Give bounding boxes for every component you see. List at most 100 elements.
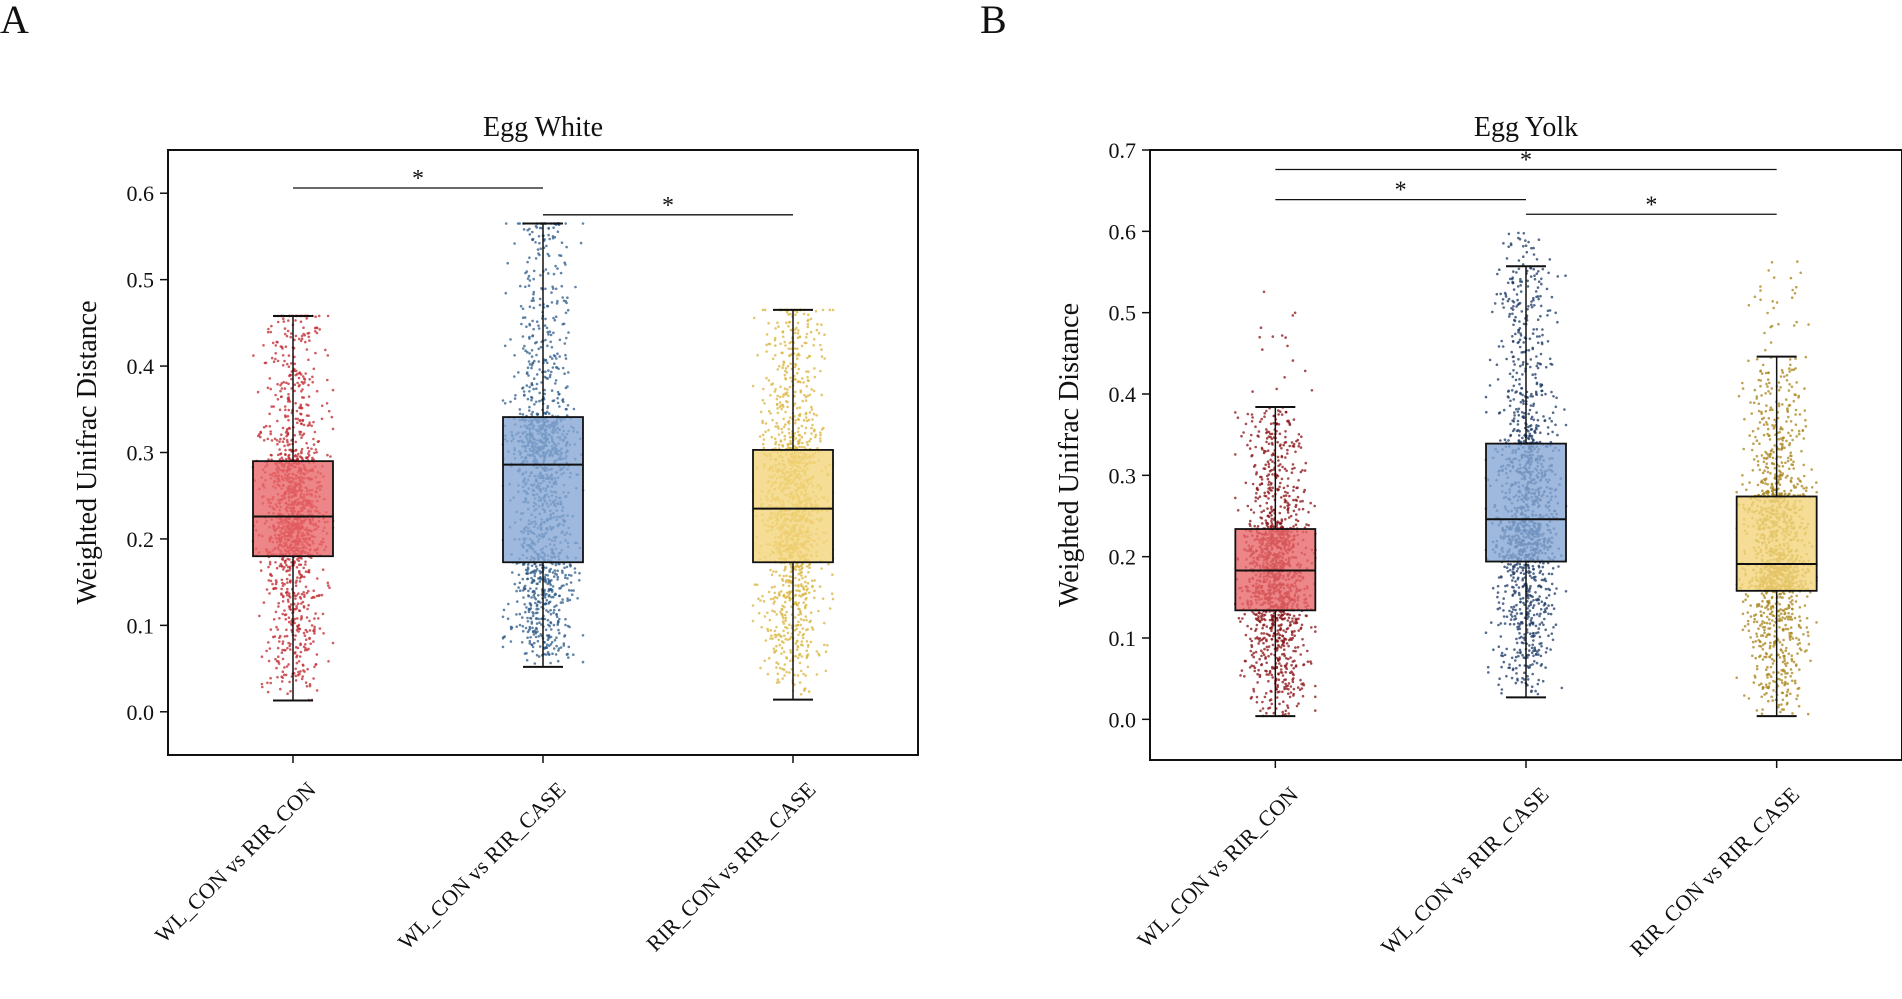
data-point — [796, 430, 800, 434]
data-point — [531, 614, 535, 618]
data-point — [784, 616, 788, 620]
data-point — [1286, 484, 1289, 488]
data-point — [318, 627, 322, 630]
data-point — [804, 615, 808, 618]
data-point — [788, 446, 791, 450]
data-point — [531, 296, 535, 300]
data-point — [547, 333, 550, 336]
data-point — [286, 431, 290, 435]
data-point — [308, 629, 312, 632]
data-point — [819, 439, 822, 443]
data-point — [550, 389, 554, 392]
data-point — [554, 315, 558, 319]
data-point — [288, 607, 292, 610]
data-point — [305, 591, 309, 595]
data-point — [299, 412, 302, 416]
data-point — [289, 689, 292, 693]
data-point — [299, 339, 303, 343]
data-point — [286, 427, 289, 431]
data-point — [1265, 645, 1269, 649]
data-point — [270, 454, 273, 457]
data-point — [786, 400, 789, 404]
data-point — [567, 371, 570, 374]
data-point — [795, 310, 799, 314]
data-point — [794, 313, 797, 317]
data-point — [328, 586, 331, 590]
data-point — [304, 560, 307, 563]
data-point — [765, 376, 768, 380]
data-point — [326, 581, 330, 585]
data-point — [800, 574, 803, 577]
data-point — [300, 436, 303, 440]
data-point — [1272, 421, 1275, 425]
data-point — [304, 570, 308, 573]
data-point — [1285, 627, 1289, 631]
data-point — [1294, 649, 1297, 653]
data-point — [1284, 456, 1287, 459]
data-point — [524, 568, 528, 572]
data-point — [552, 272, 556, 276]
data-point — [811, 418, 814, 421]
data-point — [778, 405, 782, 409]
data-point — [784, 393, 788, 396]
data-point — [773, 610, 776, 613]
data-point — [299, 650, 303, 654]
data-point — [317, 440, 321, 443]
data-point — [521, 386, 525, 390]
data-point — [311, 456, 314, 460]
data-point — [517, 586, 520, 589]
data-point — [1260, 478, 1264, 481]
data-point — [553, 235, 557, 239]
data-point — [1248, 447, 1252, 450]
data-point — [305, 648, 309, 652]
data-point — [787, 593, 791, 596]
data-point — [798, 630, 802, 634]
data-point — [802, 632, 806, 636]
data-point — [804, 674, 807, 677]
data-point — [1270, 514, 1273, 517]
data-point — [534, 597, 538, 601]
data-point — [286, 557, 290, 561]
data-point — [806, 665, 810, 669]
data-point — [314, 448, 318, 451]
data-point — [556, 659, 560, 663]
data-point — [1281, 680, 1285, 684]
data-point — [789, 575, 793, 579]
data-point — [553, 318, 557, 322]
data-point — [531, 611, 534, 614]
data-point — [302, 591, 306, 594]
data-point — [294, 581, 298, 584]
data-point — [262, 601, 266, 604]
data-point — [1260, 612, 1264, 616]
data-point — [301, 396, 304, 399]
data-point — [778, 574, 781, 577]
data-point — [532, 290, 536, 294]
data-point — [568, 598, 572, 602]
data-point — [312, 367, 316, 371]
data-point — [820, 348, 823, 351]
data-point — [786, 405, 789, 409]
data-point — [788, 442, 792, 446]
data-point — [1300, 435, 1303, 439]
data-point — [555, 613, 558, 616]
data-point — [522, 596, 525, 599]
data-point — [1276, 683, 1279, 687]
data-point — [312, 589, 316, 592]
data-point — [1307, 523, 1310, 527]
data-point — [277, 660, 280, 663]
data-point — [548, 593, 551, 597]
data-point — [534, 400, 538, 404]
data-point — [331, 388, 335, 392]
data-point — [300, 380, 304, 384]
data-point — [536, 639, 540, 643]
data-point — [1264, 463, 1267, 467]
data-point — [547, 623, 550, 627]
significance-star: * — [662, 193, 674, 219]
data-point — [526, 350, 529, 354]
data-point — [297, 660, 301, 663]
data-point — [289, 373, 293, 377]
data-point — [800, 570, 803, 574]
data-point — [1252, 655, 1255, 659]
data-point — [266, 437, 270, 441]
